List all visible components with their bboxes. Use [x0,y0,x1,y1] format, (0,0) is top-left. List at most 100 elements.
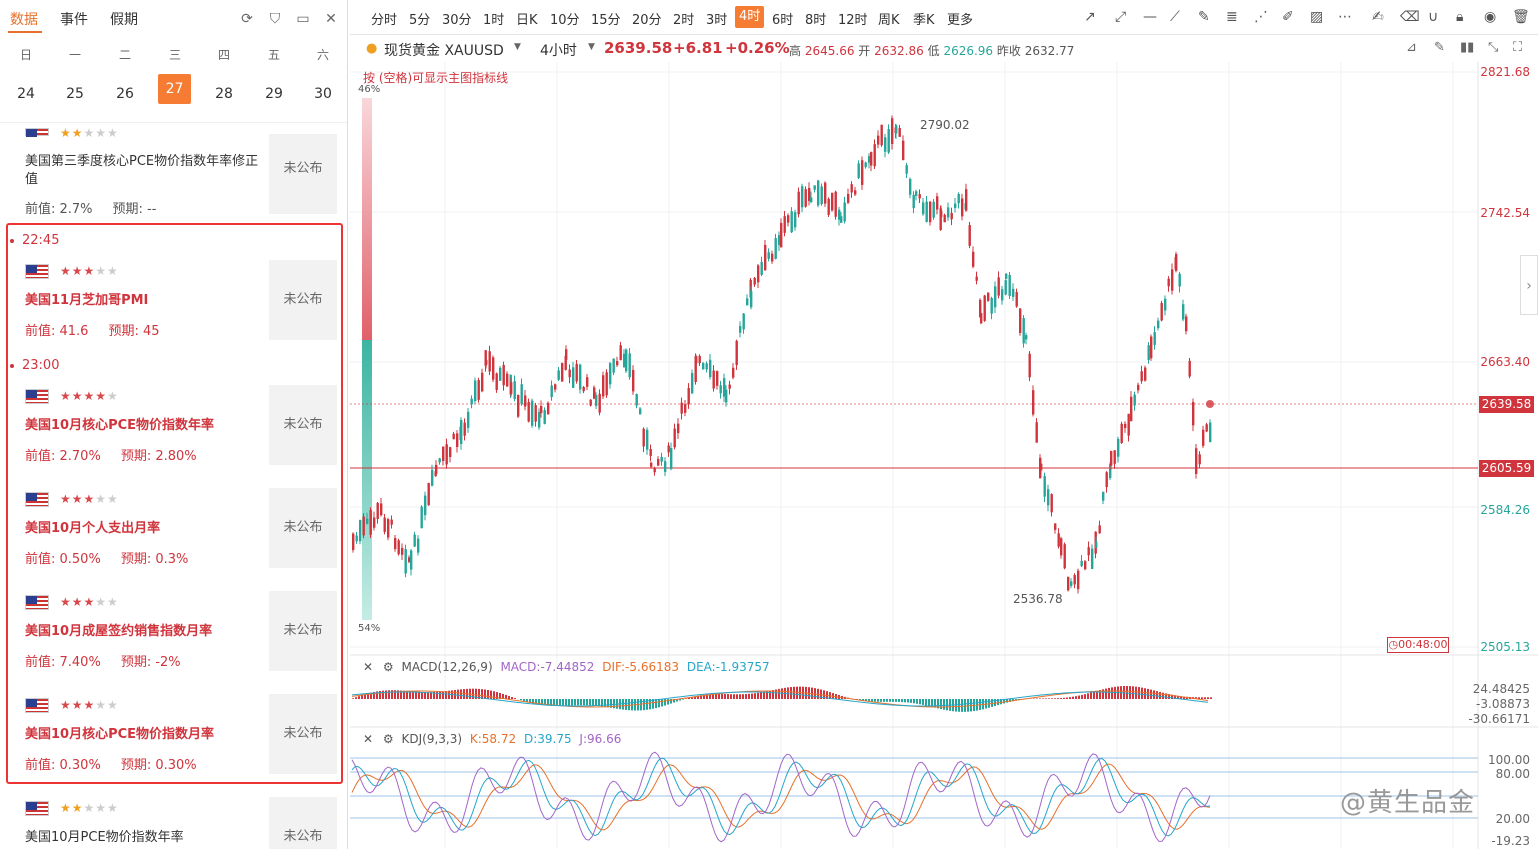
trend-line-icon[interactable]: ↗ [1084,9,1096,25]
delete-icon[interactable]: 🗑︎ [1512,9,1530,25]
lock-icon[interactable]: 🔒︎ [1456,9,1464,25]
status-button[interactable]: 未公布 [269,134,337,214]
day-cell-selected[interactable]: 27 [158,74,191,104]
tf-button[interactable]: 日K [516,13,538,28]
close-icon[interactable]: ✕ [325,11,337,27]
macd-header: ✕ ⚙ MACD(12,26,9) MACD:-7.44852 DIF:-5.6… [363,660,770,674]
more-dropdown[interactable]: 更多 [947,13,974,28]
prev-value: 前值: 0.50% [25,552,101,567]
chart-hint: 按 (空格)可显示主图指标线 [363,71,509,85]
us-flag-icon [25,389,49,404]
event-name: 美国10月PCE物价指数年率 [25,830,184,845]
day-cell[interactable]: 24 [17,86,35,102]
panel-tabs: 数据 事件 假期 ⟳ ⛉ ▭ ✕ [0,0,347,38]
event-name: 美国10月个人支出月率 [25,521,161,536]
chevron-down-icon[interactable]: ▼ [588,42,595,52]
event-values: 前值: 7.40% 预期: -2% [25,651,201,670]
magnet-icon[interactable]: ∪ [1428,9,1439,25]
importance-stars: ★★★★★ [60,801,119,815]
status-button[interactable]: 未公布 [269,694,337,774]
tf-button[interactable]: 10分 [550,13,580,28]
filter-icon[interactable]: ⛉ [269,11,281,27]
tf-button[interactable]: 5分 [409,13,431,28]
status-button[interactable]: 未公布 [269,488,337,568]
highlight-box [6,223,343,784]
day-cell[interactable]: 30 [314,86,332,102]
price-chart[interactable] [350,62,1538,849]
tf-button-active[interactable]: 4时 [735,6,765,28]
tf-button[interactable]: 15分 [591,13,621,28]
status-button[interactable]: 未公布 [269,385,337,465]
kdj-title: KDJ(9,3,3) [401,732,463,746]
day-cell[interactable]: 29 [265,86,283,102]
segment-icon[interactable]: ⟋ [1170,9,1180,25]
fullscreen-icon[interactable]: ⛶ [1513,40,1523,55]
tf-button[interactable]: 12时 [838,13,868,28]
draw-icon[interactable]: ✎ [1434,40,1445,55]
indicator-icon[interactable]: ⊿ [1406,40,1417,55]
brush-icon[interactable]: ✐ [1282,9,1294,25]
tf-button[interactable]: 2时 [673,13,695,28]
chevron-down-icon[interactable]: ▼ [514,42,521,52]
chart-toolbar: 分时 5分 30分 1时 日K 10分 15分 20分 2时 3时 4时 6时 … [350,0,1538,35]
tf-button[interactable]: 6时 [772,13,794,28]
horizontal-line-icon[interactable]: — [1143,9,1157,25]
gear-icon[interactable]: ⚙ [382,660,394,674]
macd-value: MACD:-7.44852 [500,660,595,674]
last-price: 2639.58 [604,39,673,57]
chart-area: 分时 5分 30分 1时 日K 10分 15分 20分 2时 3时 4时 6时 … [350,0,1538,849]
gear-icon[interactable]: ⚙ [382,732,394,746]
close-icon[interactable]: ✕ [363,732,374,746]
day-cell[interactable]: 25 [66,86,84,102]
expand-panel-button[interactable]: › [1520,255,1538,315]
y-axis-label: 2821.68 [1480,65,1530,79]
more-tools-icon[interactable]: ⋯ [1338,9,1352,25]
eraser-icon[interactable]: ⌫ [1400,9,1420,25]
chart-type-icon[interactable]: ▮▮ [1460,40,1475,55]
eye-icon[interactable]: ◉ [1484,9,1497,25]
collapse-icon[interactable]: ⤡ [1488,40,1499,55]
day-cell[interactable]: 26 [116,86,134,102]
forecast-value: 预期: 2.80% [120,449,197,464]
importance-stars: ★★★★★ [60,595,119,609]
status-button[interactable]: 未公布 [269,591,337,671]
period-selector[interactable]: 4小时 [540,43,577,59]
tab-holidays[interactable]: 假期 [110,12,138,28]
day-cell[interactable]: 28 [215,86,233,102]
event-name: 美国10月核心PCE物价指数年率 [25,418,215,433]
calendar-icon[interactable]: ▭ [296,11,310,27]
tf-button[interactable]: 分时 [371,13,398,28]
bar-countdown: ◷00:48:00 [1387,637,1449,653]
price-change: +6.81 [673,39,723,57]
fan-icon[interactable]: ⋰ [1254,9,1268,25]
pen-icon[interactable]: ✎ [1198,9,1210,25]
tf-button[interactable]: 20分 [632,13,662,28]
tab-events[interactable]: 事件 [60,12,88,28]
status-button[interactable]: 未公布 [269,260,337,340]
high-marker: 2790.02 [920,118,970,132]
symbol-selector[interactable]: 现货黄金 XAUUSD [384,43,504,59]
weekday-label: 二 [118,48,131,62]
edit-icon[interactable]: ✍ [1372,9,1384,25]
fibonacci-icon[interactable]: ≣ [1226,9,1238,25]
bear-pct: 54% [358,623,381,634]
close-icon[interactable]: ✕ [363,660,374,674]
tab-data[interactable]: 数据 [10,12,38,28]
us-flag-icon [25,595,49,610]
ray-icon[interactable]: ⤢ [1115,9,1127,25]
j-value: J:96.66 [579,732,622,746]
line-price-tag: 2605.59 [1479,460,1534,477]
refresh-icon[interactable]: ⟳ [241,11,253,27]
tf-button[interactable]: 30分 [442,13,472,28]
tf-button[interactable]: 季K [913,13,935,28]
tf-button[interactable]: 3时 [706,13,728,28]
tf-button[interactable]: 周K [878,13,900,28]
tf-button[interactable]: 1时 [483,13,505,28]
us-flag-icon [25,128,49,137]
kdj-axis-label: -19.23 [1491,834,1530,848]
kdj-header: ✕ ⚙ KDJ(9,3,3) K:58.72 D:39.75 J:96.66 [363,732,621,746]
forecast-value: 预期: -- [112,202,157,217]
status-button[interactable]: 未公布 [269,797,337,849]
tf-button[interactable]: 8时 [805,13,827,28]
image-icon[interactable]: ▨ [1310,9,1324,25]
